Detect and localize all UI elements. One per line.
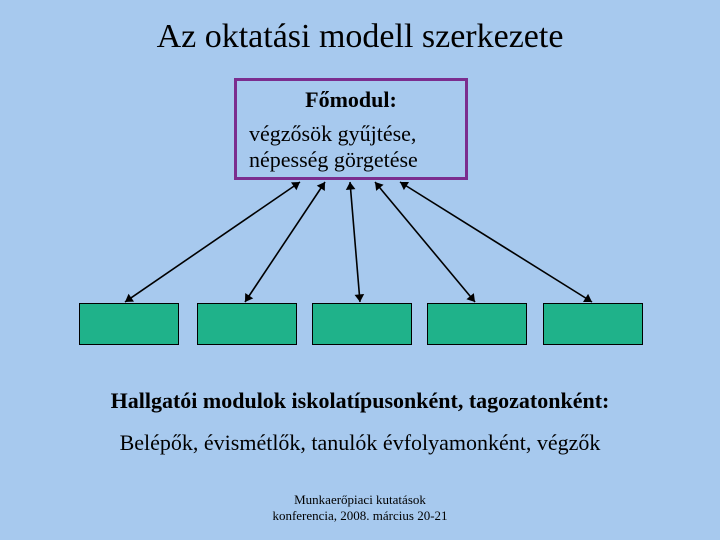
main-module-subtext: végzősök gyűjtése, népesség görgetése xyxy=(237,121,465,173)
main-module-box: Főmodul: végzősök gyűjtése, népesség gör… xyxy=(234,78,468,180)
main-module-subline1: végzősök gyűjtése, xyxy=(249,121,465,147)
module-box xyxy=(312,303,412,345)
footer-line2: konferencia, 2008. március 20-21 xyxy=(0,508,720,524)
footer: Munkaerőpiaci kutatások konferencia, 200… xyxy=(0,492,720,524)
slide: Az oktatási modell szerkezete Főmodul: v… xyxy=(0,0,720,540)
footer-line1: Munkaerőpiaci kutatások xyxy=(0,492,720,508)
module-box xyxy=(543,303,643,345)
main-module-label: Főmodul: xyxy=(237,87,465,113)
student-modules-detail: Belépők, évismétlők, tanulók évfolyamonk… xyxy=(0,430,720,456)
slide-title: Az oktatási modell szerkezete xyxy=(0,18,720,56)
main-module-subline2: népesség görgetése xyxy=(249,147,465,173)
module-box xyxy=(427,303,527,345)
module-box xyxy=(79,303,179,345)
student-modules-heading: Hallgatói modulok iskolatípusonként, tag… xyxy=(0,388,720,414)
module-box xyxy=(197,303,297,345)
